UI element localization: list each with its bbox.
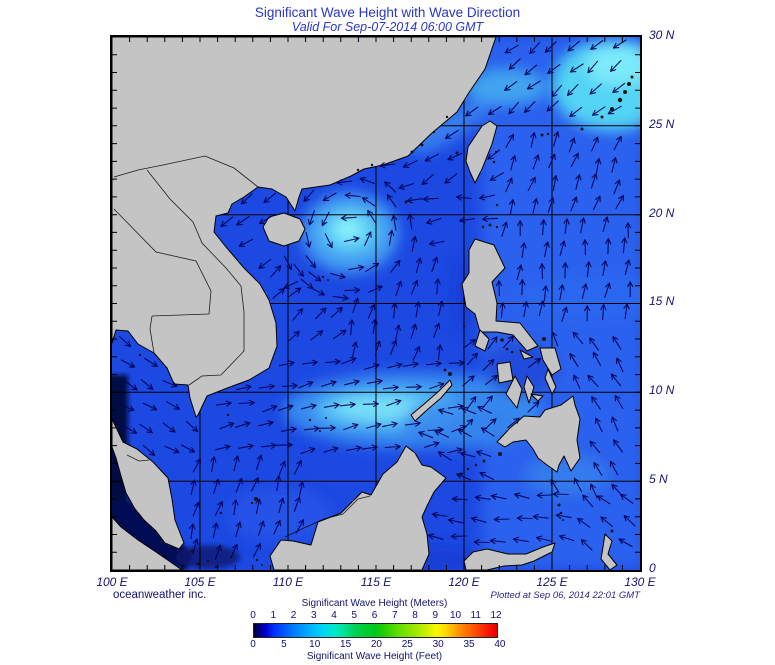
- meters-tick-label: 12: [490, 610, 502, 621]
- credit-text: oceanweather inc.: [113, 589, 207, 601]
- map-canvas: [100, 36, 670, 575]
- legend-colorbar: [253, 623, 498, 638]
- chart-subtitle: Valid For Sep-07-2014 06:00 GMT: [291, 20, 484, 34]
- feet-tick-label: 15: [340, 639, 352, 650]
- feet-tick-label: 20: [370, 639, 382, 650]
- legend-title-feet: Significant Wave Height (Feet): [306, 651, 443, 662]
- feet-tick-label: 5: [281, 639, 287, 650]
- lat-label: 0: [649, 560, 656, 575]
- feet-tick-label: 35: [463, 639, 475, 650]
- plotted-timestamp: Plotted at Sep 06, 2014 22:01 GMT: [490, 590, 640, 601]
- feet-tick-label: 10: [309, 639, 321, 650]
- meters-tick-label: 0: [250, 610, 256, 621]
- legend-ticks-meters: 0 1 2 3 4 5 6 7 8 9 10 11 12: [250, 610, 501, 622]
- legend-title-meters: Significant Wave Height (Meters): [301, 598, 448, 609]
- lon-label: 110 E: [272, 575, 304, 589]
- lon-label: 125 E: [536, 575, 568, 589]
- meters-tick-label: 9: [432, 610, 439, 621]
- meters-tick-label: 10: [449, 610, 462, 621]
- lon-label: 115 E: [360, 575, 392, 589]
- feet-tick-label: 0: [250, 639, 256, 650]
- meters-tick-label: 1: [270, 610, 277, 621]
- lat-label: 15 N: [649, 294, 675, 309]
- lon-label: 130 E: [624, 575, 656, 589]
- lon-label: 100 E: [96, 575, 128, 589]
- feet-tick-label: 25: [401, 639, 413, 650]
- lon-label: 120 E: [448, 575, 480, 589]
- meters-tick-label: 4: [331, 610, 337, 621]
- meters-tick-label: 11: [470, 610, 481, 621]
- lat-label: 20 N: [649, 205, 675, 220]
- meters-tick-label: 7: [391, 610, 398, 621]
- meters-tick-label: 8: [412, 610, 418, 621]
- chart-title: Significant Wave Height with Wave Direct…: [254, 5, 521, 20]
- lat-label: 10 N: [649, 383, 675, 398]
- map-frame: [100, 35, 670, 575]
- lat-label: 30 N: [649, 28, 675, 42]
- meters-tick-label: 6: [371, 610, 378, 621]
- meters-tick-label: 3: [310, 610, 317, 621]
- feet-tick-label: 30: [432, 639, 444, 650]
- meters-tick-label: 5: [351, 610, 358, 621]
- lat-label: 25 N: [649, 116, 675, 131]
- legend-ticks-feet: 0 5 10 15 20 25 30 35 40: [250, 639, 505, 651]
- feet-tick-label: 40: [494, 639, 506, 650]
- lat-label: 5 N: [649, 472, 668, 487]
- lon-label: 105 E: [184, 575, 216, 589]
- meters-tick-label: 2: [290, 610, 297, 621]
